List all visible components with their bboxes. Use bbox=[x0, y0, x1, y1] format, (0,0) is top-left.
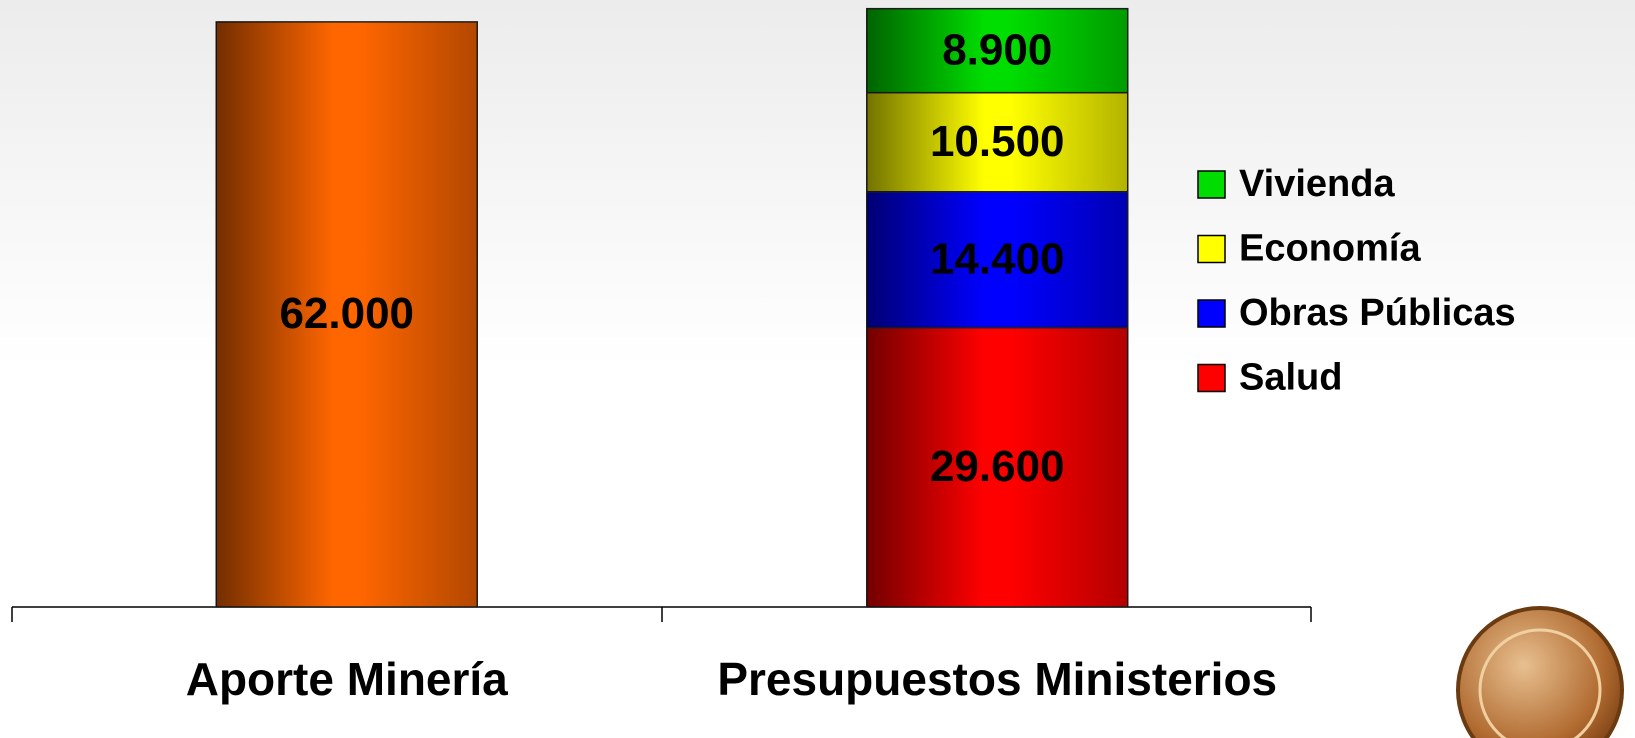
legend-label: Obras Públicas bbox=[1239, 292, 1516, 334]
legend-swatch bbox=[1197, 234, 1226, 264]
data-label: 62.000 bbox=[279, 289, 414, 338]
x-tick-label: Aporte Minería bbox=[186, 653, 508, 705]
data-label: 8.900 bbox=[942, 25, 1052, 74]
legend-label: Vivienda bbox=[1239, 163, 1395, 205]
logo-ring bbox=[1478, 628, 1602, 738]
data-label: 10.500 bbox=[930, 117, 1065, 166]
x-tick-label: Presupuestos Ministerios bbox=[717, 653, 1277, 705]
legend-label: Economía bbox=[1239, 228, 1421, 270]
legend-swatch bbox=[1197, 363, 1226, 393]
legend-label: Salud bbox=[1239, 357, 1342, 399]
legend-swatch bbox=[1197, 170, 1226, 199]
data-label: 29.600 bbox=[930, 442, 1065, 491]
data-label: 14.400 bbox=[930, 234, 1065, 283]
logo bbox=[1456, 606, 1624, 738]
legend-swatch bbox=[1197, 299, 1226, 328]
